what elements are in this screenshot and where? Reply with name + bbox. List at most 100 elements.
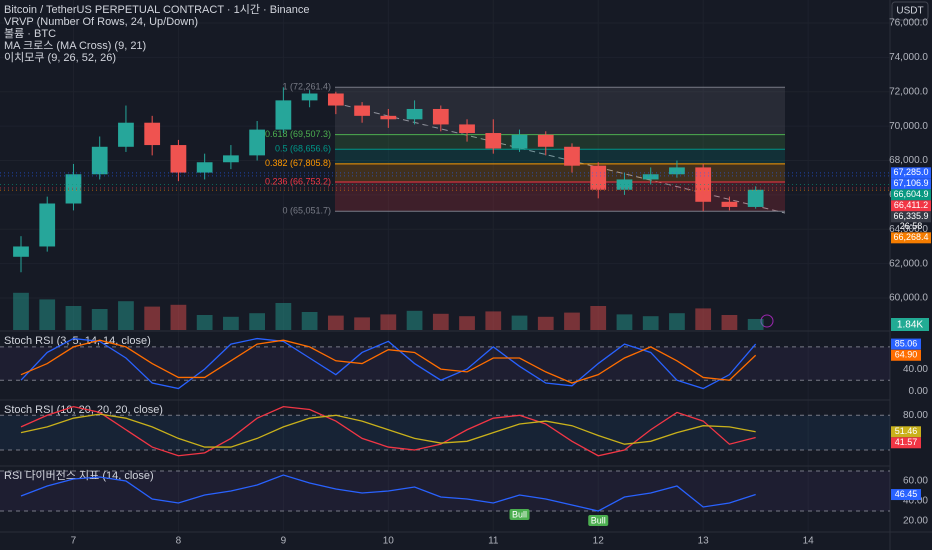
volume-bar (13, 292, 29, 330)
volume-bar (459, 316, 475, 330)
candle-body (747, 189, 764, 207)
price-tag-label: 67,106.9 (893, 178, 928, 188)
price-tick-label: 68,000.0 (889, 155, 928, 166)
currency-button[interactable] (891, 1, 929, 21)
candle-body (721, 201, 738, 207)
price-tag (891, 211, 931, 223)
price-tag-label: 67,285.0 (893, 167, 928, 177)
time-tick-label: 13 (698, 536, 710, 547)
candle-body (695, 167, 712, 202)
candle-body (39, 203, 56, 247)
trend-line (334, 102, 786, 214)
candle-body (275, 100, 292, 130)
volume-bar (91, 309, 108, 330)
price-tag (891, 167, 931, 179)
alert-icon[interactable] (760, 314, 774, 328)
time-tick-label: 10 (383, 536, 395, 547)
value-tag-label: 64.90 (895, 350, 918, 360)
value-tag (891, 437, 921, 449)
price-tick-label: 76,000.0 (889, 18, 928, 29)
candle-body (511, 134, 528, 149)
bull-label: Bull (512, 509, 527, 519)
volume-bar (39, 299, 56, 330)
fib-band (335, 181, 785, 212)
indicator-label: VRVP (Number Of Rows, 24, Up/Down) (4, 16, 198, 28)
candle-body (249, 129, 266, 156)
pane-tick-label: 0.00 (909, 386, 929, 397)
value-tag (891, 349, 921, 361)
candle-body (327, 93, 344, 106)
value-tag (891, 338, 921, 350)
pane-title: Stoch RSI (3, 5, 14, 14, close) (4, 335, 151, 347)
value-tag-label: 85.06 (895, 338, 918, 348)
candle-body (354, 105, 370, 116)
candle-body (65, 174, 82, 204)
price-tag (891, 232, 931, 244)
volume-bar (118, 301, 134, 330)
price-tick-label: 72,000.0 (889, 86, 928, 97)
countdown: 26:58 (900, 221, 923, 231)
candle-body (118, 122, 134, 147)
price-tag-label: 66,604.9 (893, 189, 928, 199)
fib-label: 1 (72,261.4) (282, 82, 331, 92)
candle-body (564, 146, 580, 166)
pane-tick-label: 60.00 (903, 476, 928, 487)
candle-body (170, 145, 187, 173)
volume-bar (564, 312, 580, 330)
indicator-line (20, 337, 757, 390)
price-tag (891, 178, 931, 190)
value-tag-label: 41.57 (895, 437, 918, 447)
volume-bar (301, 312, 318, 330)
volume-bar (144, 306, 161, 330)
fib-label: 0 (65,051.7) (282, 206, 331, 216)
candle-body (380, 115, 397, 120)
fib-label: 0.618 (69,507.3) (265, 129, 331, 139)
candle-body (537, 134, 554, 147)
volume-bar (327, 315, 344, 330)
price-tick-label: 62,000.0 (889, 258, 928, 269)
volume-bar (642, 316, 659, 330)
band-fill (0, 346, 890, 381)
candle-body (91, 146, 108, 175)
currency-button-label[interactable]: USDT (896, 6, 923, 17)
volume-bar (511, 315, 528, 330)
volume-bar (537, 316, 554, 330)
indicator-label: MA 크로스 (MA Cross) (9, 21) (4, 39, 146, 52)
candle-body (642, 174, 659, 180)
candle-body (223, 155, 239, 163)
indicator-line (20, 474, 756, 512)
volume-tag (891, 318, 929, 331)
volume-bar (354, 317, 370, 330)
volume-bar (616, 314, 633, 330)
volume-bar (65, 306, 82, 330)
volume-bar (669, 313, 685, 330)
bull-marker (509, 509, 530, 520)
indicator-label: 이치모쿠 (9, 26, 52, 26) (4, 51, 116, 64)
indicator-line (20, 413, 756, 448)
price-tick-label: 70,000.0 (889, 121, 928, 132)
volume-bar (406, 310, 423, 330)
candle-body (196, 162, 213, 173)
value-tag (891, 426, 921, 438)
volume-bar (432, 313, 449, 330)
pane-tick-label: 80.00 (903, 410, 928, 421)
value-tag-label: 46.45 (895, 489, 918, 499)
symbol-title: Bitcoin / TetherUS PERPETUAL CONTRACT · … (4, 3, 310, 16)
volume-bar (485, 311, 502, 330)
price-tag (891, 200, 931, 212)
volume-bar (249, 313, 266, 330)
fib-band (335, 87, 785, 135)
volume-bar (170, 304, 187, 330)
indicator-line (20, 339, 757, 384)
pane-tick-label: 40.00 (903, 364, 928, 375)
indicator-label: 볼륨 · BTC (4, 27, 56, 40)
band-fill (0, 471, 890, 511)
volume-bar (721, 315, 738, 330)
price-tick-label: 64,000.0 (889, 224, 928, 235)
fib-label: 0.382 (67,805.8) (265, 158, 331, 168)
pane-tick-label: 40.00 (903, 496, 928, 507)
volume-bar (590, 306, 607, 330)
pane-title: RSI 다이버전스 지표 (14, close) (4, 469, 154, 482)
time-tick-label: 7 (71, 536, 77, 547)
